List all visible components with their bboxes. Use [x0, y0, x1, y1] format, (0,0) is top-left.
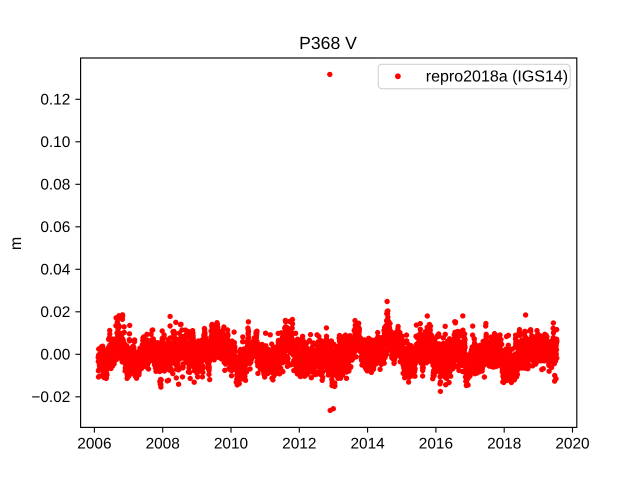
- svg-text:0.02: 0.02: [40, 304, 70, 321]
- svg-text:0.08: 0.08: [40, 177, 70, 194]
- svg-text:2020: 2020: [555, 435, 589, 452]
- svg-text:2006: 2006: [77, 435, 111, 452]
- svg-text:0.00: 0.00: [40, 347, 70, 364]
- svg-text:2008: 2008: [146, 435, 180, 452]
- svg-text:m: m: [8, 237, 25, 250]
- svg-text:2016: 2016: [419, 435, 453, 452]
- svg-text:P368 V: P368 V: [299, 33, 357, 53]
- svg-text:2010: 2010: [214, 435, 248, 452]
- svg-text:repro2018a (IGS14): repro2018a (IGS14): [426, 69, 568, 86]
- svg-text:0.12: 0.12: [40, 92, 70, 109]
- svg-text:2012: 2012: [282, 435, 316, 452]
- svg-text:0.06: 0.06: [40, 219, 70, 236]
- svg-text:0.10: 0.10: [40, 134, 70, 151]
- svg-text:2014: 2014: [350, 435, 385, 452]
- svg-text:2018: 2018: [487, 435, 521, 452]
- svg-text:0.04: 0.04: [40, 262, 70, 279]
- svg-text:−0.02: −0.02: [31, 389, 70, 406]
